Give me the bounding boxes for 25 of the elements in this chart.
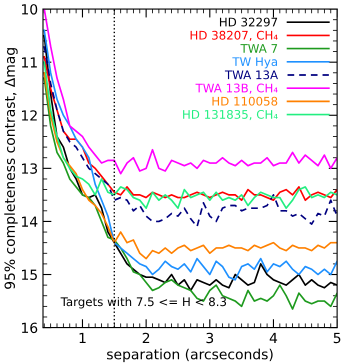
y-tick-label: 16 [22, 322, 38, 334]
legend-label: HD 38207, CH₄ [190, 30, 278, 41]
y-tick-label: 13 [22, 163, 38, 174]
x-tick-label: 2 [142, 332, 150, 344]
x-tick-label: 5 [334, 332, 340, 344]
legend-label: HD 110058 [212, 96, 278, 106]
line-series [43, 45, 338, 228]
x-tick-label: 3 [206, 332, 214, 344]
y-tick-label: 11 [22, 57, 37, 68]
y-tick-label: 15 [22, 270, 37, 280]
legend-label: TWA 13A [224, 70, 278, 80]
legend-label: TWA 7 [240, 44, 278, 53]
legend-label: TWA 13B, CH₄ [196, 84, 278, 94]
y-tick-label: 12 [22, 110, 37, 121]
x-tick-label: 1 [80, 332, 86, 344]
annotation: Targets with 7.5 <= H < 8.3 [60, 297, 226, 308]
y-tick-label: 14 [22, 216, 38, 227]
x-axis-title: separation (arcseconds) [107, 348, 273, 362]
x-tick-label: 4 [270, 332, 278, 344]
legend-label: TW Hya [232, 57, 278, 68]
line-series [43, 72, 338, 260]
y-tick-label: 10 [22, 4, 38, 15]
legend-label: HD 32297 [220, 18, 278, 26]
y-axis-title: 95% completeness contrast, Δmag [4, 48, 18, 289]
legend-label: HD 131835, CH₄ [183, 110, 278, 120]
